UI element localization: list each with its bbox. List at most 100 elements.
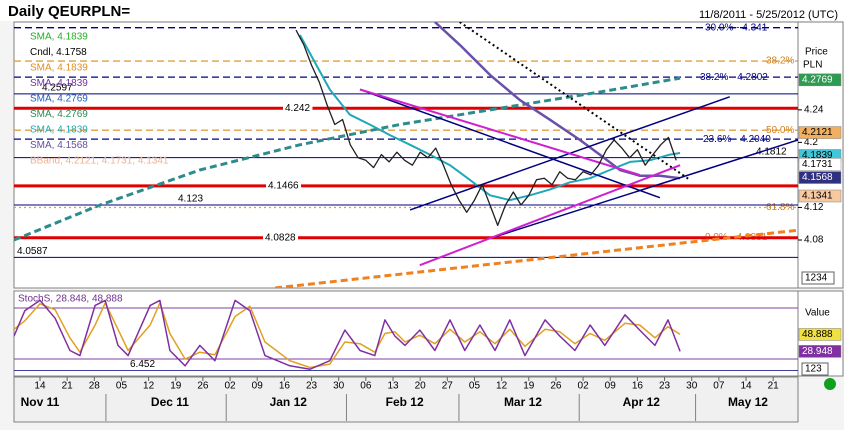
price-badge: [798, 126, 842, 139]
level-label: 4.0828: [265, 232, 296, 243]
x-tick-label: 30: [686, 381, 698, 392]
level-label-bg: [283, 102, 313, 114]
x-tick-label: 30: [333, 381, 345, 392]
date-range: 11/8/2011 - 5/25/2012 (UTC): [699, 9, 838, 21]
x-tick-label: 23: [659, 381, 671, 392]
x-tick-label: 02: [578, 381, 590, 392]
price-line: [295, 29, 677, 227]
month-label: Feb 12: [386, 395, 424, 409]
x-tick-label: 16: [632, 381, 644, 392]
price-badge-label: 4.1839: [802, 150, 833, 161]
level-label: 4.123: [178, 194, 203, 205]
x-tick-label: 19: [523, 381, 535, 392]
x-tick-label: 27: [442, 381, 454, 392]
legend-entry: SMA, 4.1839: [30, 32, 88, 43]
stochastic-axis-box[interactable]: [801, 362, 829, 376]
overlay: 4.08 4.12 4.2 4.24 14 21 28 05 12 19 26 02 09 16 23 30 0…: [21, 32, 842, 421]
price-badge: [798, 171, 842, 184]
x-tick-label: 02: [225, 381, 237, 392]
x-tick-label: 09: [605, 381, 617, 392]
x-tick-label: 05: [116, 381, 128, 392]
y-tick-label: 4.12: [804, 202, 824, 213]
level-label: 4.0587: [17, 246, 48, 257]
stochastic-panel: [13, 290, 799, 377]
level-label: 4.242: [285, 103, 310, 114]
x-tick-label: 20: [415, 381, 427, 392]
stochastic-value-label: Value: [805, 308, 830, 319]
x-tick-label: 26: [197, 381, 209, 392]
x-tick-label: 28: [89, 381, 101, 392]
legend-entry: SMA, 4.2769: [30, 109, 88, 120]
month-label: Apr 12: [623, 395, 661, 409]
x-tick-label: 16: [279, 381, 291, 392]
legend-entry: BBand, 4.2121, 4.1731, 4.1341: [30, 156, 169, 167]
x-tick-label: 05: [469, 381, 481, 392]
stochastic-axis-box-label: 123: [805, 364, 822, 375]
legend-entry: SMA, 4.1839: [30, 78, 88, 89]
price-badge-label: 4.2769: [802, 74, 833, 85]
legend-entry: SMA, 4.2769: [30, 94, 88, 105]
date-axis: [13, 376, 799, 423]
price-badge-label: 4.2121: [802, 127, 833, 138]
fib-label: 50.0% - 4.21: [766, 125, 823, 136]
y-tick-label: 4.08: [804, 235, 824, 246]
x-tick-label: 23: [306, 381, 318, 392]
indicator-line: [494, 139, 798, 238]
legend-entry: SMA, 4.1839: [30, 63, 88, 74]
x-tick-label: 19: [170, 381, 182, 392]
price-badge-label: 4.1568: [802, 172, 833, 183]
stochastic-line: [14, 299, 681, 370]
level-label: 4.1812: [756, 146, 787, 157]
title-bar: [0, 0, 844, 21]
indicator-line: [359, 88, 640, 176]
month-label: May 12: [728, 395, 768, 409]
x-tick-label: 21: [768, 381, 780, 392]
x-tick-label: 13: [387, 381, 399, 392]
axis-box-label: 1234: [805, 273, 828, 284]
x-tick-label: 26: [550, 381, 562, 392]
fib-label: 30.0% - 4.341: [705, 22, 768, 33]
indicator-line: [14, 76, 681, 242]
x-tick-label: 12: [496, 381, 508, 392]
indicator-line: [359, 88, 661, 199]
level-label: 4.1466: [268, 180, 299, 191]
stochastic-badge-label: 48.888: [802, 329, 833, 340]
x-tick-label: 14: [34, 381, 46, 392]
price-badge: [798, 189, 842, 203]
x-tick-label: 07: [713, 381, 725, 392]
stochastic-marker-label: 6.452: [130, 359, 155, 370]
indicator-line: [459, 22, 691, 181]
chart-title: Daily QEURPLN=: [8, 3, 130, 20]
indicator-line: [299, 34, 681, 202]
price-badge-label: 4.1341: [802, 191, 833, 202]
axis-box[interactable]: [801, 271, 835, 285]
stochastic-plot: 6.452: [14, 299, 798, 371]
legend-entry: SMA, 4.1839: [30, 125, 88, 136]
fib-label: 23.6% - 4.2040: [703, 134, 771, 145]
stochastic-badge: [798, 345, 842, 358]
indicator-line: [434, 22, 681, 180]
month-label: Jan 12: [270, 395, 308, 409]
y-tick-label: 4.2: [804, 137, 818, 148]
stochastic-legend: StochS, 28.848, 48.888: [18, 294, 123, 305]
y-tick-label: 4.24: [804, 104, 824, 115]
status-indicator: [824, 378, 836, 390]
legend-entry: SMA, 4.1568: [30, 140, 88, 151]
level-label-bg: [263, 232, 299, 244]
currency-label: PLN: [803, 60, 822, 71]
price-badge: [798, 73, 842, 87]
legend-entry: Cndl, 4.1758: [30, 47, 87, 58]
fib-label: 61.8% - 4.12: [766, 202, 823, 213]
x-tick-label: 12: [143, 381, 155, 392]
x-tick-label: 06: [360, 381, 372, 392]
month-label: Dec 11: [151, 395, 189, 409]
x-tick-label: 14: [740, 381, 752, 392]
price-badge-label: 4.1731: [802, 159, 833, 170]
x-tick-label: 09: [252, 381, 264, 392]
price-label: Price: [805, 47, 828, 58]
price-badge: [798, 158, 842, 171]
month-label: Mar 12: [504, 395, 542, 409]
stochastic-badge-label: 28.948: [802, 346, 833, 357]
